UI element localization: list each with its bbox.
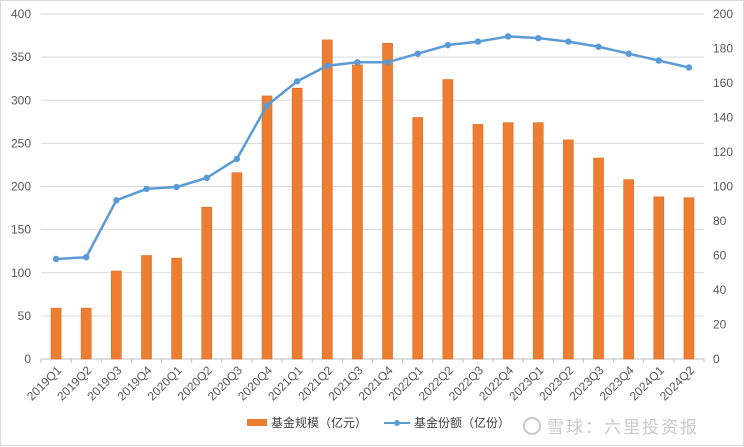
line-marker bbox=[324, 62, 331, 69]
left-axis-tick: 100 bbox=[11, 266, 31, 280]
legend-item-bar: 基金规模（亿元） bbox=[247, 414, 367, 431]
line-marker bbox=[535, 34, 542, 42]
legend-line-swatch-icon bbox=[384, 418, 410, 428]
right-axis-tick: 180 bbox=[713, 42, 733, 56]
bar bbox=[141, 255, 152, 360]
line-marker bbox=[263, 102, 271, 109]
legend-item-line: 基金份额（亿份） bbox=[384, 414, 510, 431]
bar bbox=[321, 39, 333, 360]
line-marker bbox=[293, 78, 301, 85]
line-marker bbox=[444, 41, 452, 49]
line-marker bbox=[565, 38, 572, 45]
bar bbox=[502, 122, 514, 360]
right-axis-tick: 20 bbox=[713, 318, 727, 332]
line-marker bbox=[595, 43, 602, 50]
line-marker bbox=[625, 50, 632, 57]
left-axis-tick: 150 bbox=[11, 223, 31, 237]
right-axis-tick: 0 bbox=[713, 352, 720, 366]
bar bbox=[593, 157, 604, 360]
line-marker bbox=[52, 255, 60, 263]
bar bbox=[683, 197, 695, 360]
right-axis-tick: 140 bbox=[713, 111, 733, 125]
legend-bar-label: 基金规模（亿元） bbox=[271, 416, 368, 430]
line-marker bbox=[414, 50, 421, 57]
left-axis-tick: 50 bbox=[18, 309, 32, 323]
watermark: 雪球：六里投资报 bbox=[523, 413, 699, 438]
bar bbox=[412, 117, 424, 360]
bar bbox=[291, 87, 303, 360]
legend-line-label: 基金份额（亿份） bbox=[414, 416, 511, 430]
line-marker bbox=[113, 197, 120, 204]
bar bbox=[623, 179, 634, 360]
line-marker bbox=[685, 64, 693, 71]
right-axis-tick: 120 bbox=[713, 145, 733, 159]
left-axis-tick: 200 bbox=[11, 180, 31, 194]
bar bbox=[171, 257, 182, 360]
bar bbox=[352, 64, 363, 360]
right-axis-tick: 160 bbox=[713, 76, 733, 90]
left-axis-tick: 250 bbox=[11, 136, 31, 150]
line-marker bbox=[474, 38, 482, 45]
bar bbox=[80, 307, 92, 360]
line-marker bbox=[504, 33, 512, 40]
left-axis-tick: 400 bbox=[11, 7, 31, 21]
bar bbox=[231, 172, 243, 360]
bar bbox=[442, 79, 454, 360]
line-marker bbox=[173, 183, 180, 191]
right-axis-tick: 100 bbox=[713, 180, 733, 194]
legend-bar-swatch-icon bbox=[247, 419, 267, 426]
line-marker bbox=[655, 57, 662, 64]
bar bbox=[50, 307, 62, 360]
watermark-text: 雪球：六里投资报 bbox=[547, 418, 699, 437]
category-label: 2024Q2 bbox=[657, 363, 697, 403]
left-axis-tick: 300 bbox=[11, 93, 31, 107]
bar bbox=[653, 196, 665, 360]
bar bbox=[563, 139, 574, 360]
right-axis-tick: 200 bbox=[713, 7, 733, 21]
bar bbox=[111, 270, 122, 360]
bar bbox=[261, 95, 273, 360]
bar bbox=[201, 206, 213, 360]
bar bbox=[532, 122, 544, 360]
line-marker bbox=[384, 59, 391, 66]
line-marker bbox=[203, 174, 210, 182]
bar bbox=[382, 43, 393, 360]
left-axis-tick: 0 bbox=[24, 352, 31, 366]
line-marker bbox=[354, 59, 361, 66]
line-series bbox=[55, 35, 690, 261]
line-marker bbox=[233, 155, 241, 163]
right-axis-tick: 60 bbox=[713, 249, 727, 263]
snowball-logo-icon bbox=[523, 416, 541, 435]
right-axis-tick: 40 bbox=[713, 283, 727, 297]
bar bbox=[472, 124, 484, 360]
right-axis-tick: 80 bbox=[713, 214, 727, 228]
line-marker bbox=[143, 185, 150, 193]
left-axis-tick: 350 bbox=[11, 50, 31, 64]
line-marker bbox=[83, 254, 90, 261]
